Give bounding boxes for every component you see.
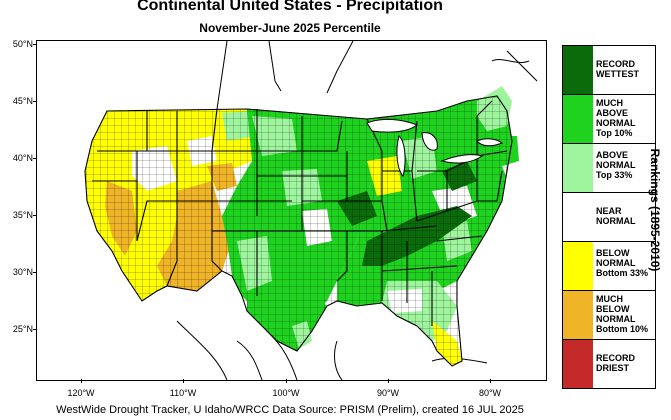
lon-label: 110°W (169, 388, 197, 398)
great-lakes (366, 118, 503, 178)
legend: RECORD WETTEST MUCH ABOVE NORMAL Top 10%… (562, 45, 656, 389)
lon-tick (81, 379, 82, 383)
lat-label: 40°N (12, 153, 33, 163)
map-svg (84, 41, 538, 380)
legend-item-below: BELOW NORMAL Bottom 33% (563, 242, 655, 291)
lon-label: 100°W (272, 388, 300, 398)
legend-swatch (563, 193, 593, 241)
lon-label: 90°W (376, 388, 400, 398)
legend-label: BELOW NORMAL Bottom 33% (596, 248, 649, 278)
lat-label: 30°N (12, 267, 33, 277)
legend-label: RECORD DRIEST (596, 353, 636, 373)
legend-item-record-driest: RECORD DRIEST (563, 340, 655, 388)
legend-label: MUCH BELOW NORMAL Bottom 10% (596, 294, 649, 334)
lon-tick (286, 379, 287, 383)
precipitation-map (36, 40, 547, 381)
legend-label: NEAR NORMAL (596, 206, 636, 226)
lon-tick (490, 379, 491, 383)
legend-item-record-wettest: RECORD WETTEST (563, 46, 655, 95)
lat-tick (33, 158, 37, 159)
legend-item-near-normal: NEAR NORMAL (563, 193, 655, 242)
lat-tick (33, 101, 37, 102)
rankings-axis-label: Rankings (1895-2010) (648, 148, 662, 272)
legend-swatch (563, 340, 593, 388)
map-title: Continental United States - Precipitatio… (137, 0, 443, 14)
lon-label: 80°W (478, 388, 502, 398)
legend-label: MUCH ABOVE NORMAL Top 10% (596, 98, 636, 138)
lon-tick (388, 379, 389, 383)
lon-tick (183, 379, 184, 383)
legend-item-much-below: MUCH BELOW NORMAL Bottom 10% (563, 291, 655, 340)
map-subtitle: November-June 2025 Percentile (199, 21, 381, 35)
legend-swatch (563, 242, 593, 290)
legend-item-much-above: MUCH ABOVE NORMAL Top 10% (563, 95, 655, 144)
legend-swatch (563, 291, 593, 339)
legend-swatch (563, 144, 593, 192)
lat-tick (33, 272, 37, 273)
lat-label: 25°N (12, 324, 33, 334)
credit-footer: WestWide Drought Tracker, U Idaho/WRCC D… (56, 404, 524, 416)
lat-label: 50°N (12, 39, 33, 49)
lat-label: 45°N (12, 96, 33, 106)
lat-tick (33, 329, 37, 330)
legend-label: RECORD WETTEST (596, 59, 639, 79)
lon-label: 120°W (67, 388, 95, 398)
legend-label: ABOVE NORMAL Top 33% (596, 150, 636, 180)
lat-tick (33, 44, 37, 45)
legend-item-above: ABOVE NORMAL Top 33% (563, 144, 655, 193)
legend-swatch (563, 95, 593, 143)
lat-tick (33, 215, 37, 216)
lat-label: 35°N (12, 210, 33, 220)
legend-swatch (563, 46, 593, 94)
